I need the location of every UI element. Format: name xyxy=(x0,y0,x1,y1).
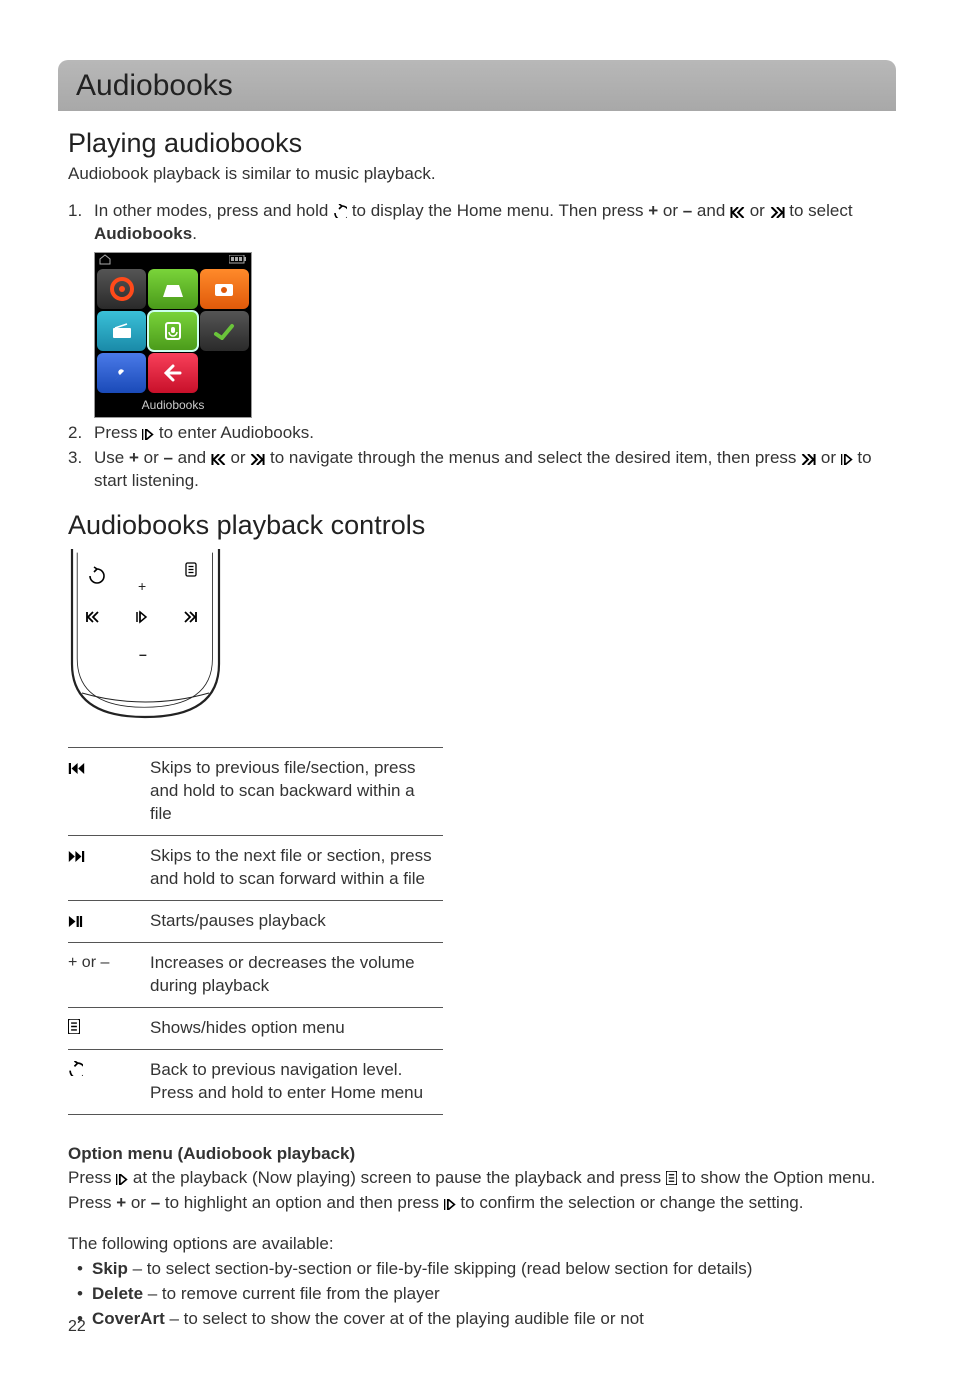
control-desc: Skips to the next file or section, press… xyxy=(150,836,443,901)
table-row: Back to previous navigation level. Press… xyxy=(68,1049,443,1114)
tile-empty xyxy=(200,353,249,393)
home-icon xyxy=(99,254,111,265)
control-desc: Skips to previous file/section, press an… xyxy=(150,748,443,836)
control-desc: Shows/hides option menu xyxy=(150,1007,443,1049)
controller-outline xyxy=(68,549,223,729)
control-symbol xyxy=(68,1049,150,1114)
step-num: 3. xyxy=(68,447,94,493)
next-solid-icon xyxy=(68,851,85,862)
intro-text: Audiobook playback is similar to music p… xyxy=(68,163,886,186)
screenshot-label: Audiobooks xyxy=(95,395,251,417)
screenshot-tile-grid xyxy=(95,267,251,395)
tile-fitness xyxy=(148,353,197,393)
back-icon xyxy=(68,1061,83,1076)
table-row: Shows/hides option menu xyxy=(68,1007,443,1049)
page-number: 22 xyxy=(68,1316,86,1338)
play-pause-icon xyxy=(841,454,853,465)
tile-music xyxy=(97,269,146,309)
control-desc: Back to previous navigation level. Press… xyxy=(150,1049,443,1114)
prev-icon xyxy=(211,454,226,465)
option-menu-line2: Press + or – to highlight an option and … xyxy=(68,1192,886,1215)
control-symbol xyxy=(68,1007,150,1049)
minus-label: – xyxy=(139,645,147,664)
menu-icon xyxy=(68,1019,80,1034)
section-heading-controls: Audiobooks playback controls xyxy=(68,507,886,543)
section-heading-playing: Playing audiobooks xyxy=(68,125,886,161)
next-icon xyxy=(770,207,785,218)
control-symbol: + or – xyxy=(68,942,150,1007)
play-pause-solid-icon xyxy=(68,916,83,927)
list-item: •CoverArt – to select to show the cover … xyxy=(68,1308,886,1331)
chapter-tab: Audiobooks xyxy=(58,60,896,111)
step-1: 1. In other modes, press and hold to dis… xyxy=(68,200,886,246)
control-desc: Starts/pauses playback xyxy=(150,900,443,942)
step-num: 1. xyxy=(68,200,94,246)
list-item: •Delete – to remove current file from th… xyxy=(68,1283,886,1306)
menu-icon xyxy=(666,1171,677,1185)
controller-diagram: + – xyxy=(68,549,223,729)
control-symbol xyxy=(68,748,150,836)
battery-icon xyxy=(229,255,247,264)
table-row: + or – Increases or decreases the volume… xyxy=(68,942,443,1007)
steps-list: 1. In other modes, press and hold to dis… xyxy=(68,200,886,246)
next-icon xyxy=(801,454,816,465)
home-menu-screenshot: Audiobooks xyxy=(94,252,252,418)
step-text: In other modes, press and hold to displa… xyxy=(94,200,886,246)
step-text: Use + or – and or to navigate through th… xyxy=(94,447,886,493)
tile-favorites xyxy=(200,311,249,351)
tile-settings xyxy=(97,353,146,393)
step-text: Press to enter Audiobooks. xyxy=(94,422,886,445)
tile-video xyxy=(148,269,197,309)
option-menu-heading: Option menu (Audiobook playback) xyxy=(68,1143,886,1166)
tile-photo xyxy=(200,269,249,309)
back-icon xyxy=(333,204,347,218)
table-row: Skips to previous file/section, press an… xyxy=(68,748,443,836)
table-row: Skips to the next file or section, press… xyxy=(68,836,443,901)
control-symbol xyxy=(68,900,150,942)
control-symbol xyxy=(68,836,150,901)
tile-radio xyxy=(97,311,146,351)
plus-label: + xyxy=(138,577,146,596)
steps-list-cont: 2. Press to enter Audiobooks. 3. Use + o… xyxy=(68,422,886,493)
options-list: •Skip – to select section-by-section or … xyxy=(68,1258,886,1331)
option-menu-line1: Press at the playback (Now playing) scre… xyxy=(68,1167,886,1190)
screenshot-statusbar xyxy=(95,253,251,267)
table-row: Starts/pauses playback xyxy=(68,900,443,942)
controls-table: Skips to previous file/section, press an… xyxy=(68,747,443,1114)
step-2: 2. Press to enter Audiobooks. xyxy=(68,422,886,445)
step-num: 2. xyxy=(68,422,94,445)
control-desc: Increases or decreases the volume during… xyxy=(150,942,443,1007)
tile-audiobooks-selected xyxy=(148,311,197,351)
next-icon xyxy=(250,454,265,465)
step-3: 3. Use + or – and or to navigate through… xyxy=(68,447,886,493)
chapter-title: Audiobooks xyxy=(76,66,878,107)
prev-solid-icon xyxy=(68,763,85,774)
play-pause-icon xyxy=(444,1199,456,1210)
play-pause-icon xyxy=(142,429,154,440)
prev-icon xyxy=(730,207,745,218)
options-available: The following options are available: xyxy=(68,1233,886,1256)
list-item: •Skip – to select section-by-section or … xyxy=(68,1258,886,1281)
play-pause-icon xyxy=(116,1174,128,1185)
